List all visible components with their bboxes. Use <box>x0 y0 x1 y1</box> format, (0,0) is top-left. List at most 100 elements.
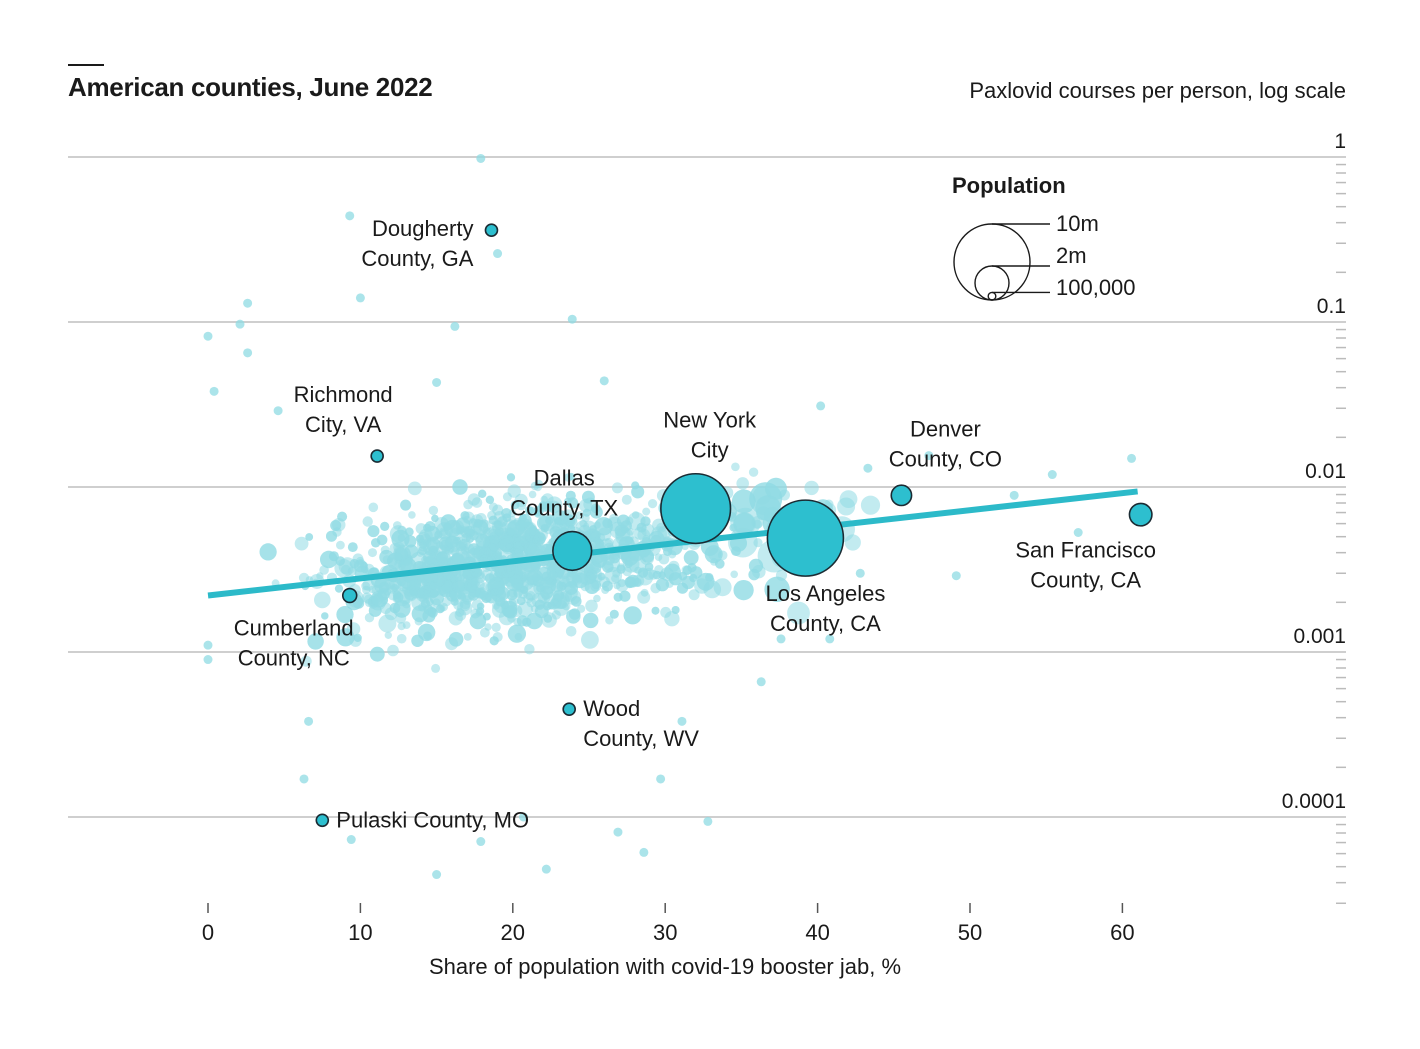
county-dot <box>660 606 672 618</box>
county-dot <box>404 535 417 548</box>
county-dot <box>411 634 424 647</box>
county-dot <box>626 574 640 588</box>
county-dot <box>624 559 633 569</box>
county-dot <box>525 506 534 515</box>
county-dot <box>567 472 575 481</box>
x-axis-label: Share of population with covid-19 booste… <box>428 954 902 979</box>
x-tick-label: 10 <box>348 920 372 945</box>
county-dot <box>804 480 819 496</box>
county-dot <box>616 564 626 574</box>
county-label: Dallas <box>534 466 595 491</box>
county-dot <box>549 526 562 539</box>
county-dot <box>415 534 424 543</box>
county-dot <box>528 490 537 499</box>
county-dot <box>243 348 253 358</box>
county-dot <box>1047 470 1057 480</box>
county-dot <box>565 626 577 637</box>
county-dot <box>335 556 345 566</box>
county-dot <box>438 536 454 551</box>
county-dot <box>623 606 642 625</box>
county-dot <box>469 612 487 630</box>
county-label: County, CA <box>1030 568 1141 593</box>
tick-layer: 1 0.1 0.01 0.001 0.0001 0 10 20 30 40 50 60 <box>202 130 1346 945</box>
county-marker-wood-county-wv <box>562 702 576 717</box>
county-dot <box>476 153 486 163</box>
county-marker-los-angeles-county-ca <box>766 499 845 577</box>
county-dot <box>1009 490 1019 500</box>
county-dot <box>336 540 345 550</box>
county-dot <box>533 532 546 545</box>
county-dot <box>449 588 462 601</box>
county-dot <box>576 520 590 534</box>
county-dot <box>473 520 489 536</box>
county-dot <box>452 479 468 495</box>
county-dot <box>346 835 356 845</box>
county-dot <box>408 511 416 519</box>
county-dot <box>353 597 365 609</box>
county-dot <box>494 527 504 536</box>
county-dot <box>776 634 786 644</box>
county-dot <box>299 774 309 784</box>
county-dot <box>426 537 441 552</box>
county-label: Richmond <box>294 382 393 407</box>
county-dot <box>432 870 442 880</box>
county-dot <box>259 543 277 561</box>
county-marker-pulaski-county-mo <box>315 813 330 828</box>
county-dot <box>476 837 486 847</box>
county-dot <box>621 494 632 505</box>
county-dot <box>367 525 380 538</box>
county-dot <box>407 481 422 496</box>
county-dot <box>314 591 331 609</box>
county-dot <box>404 544 419 559</box>
county-dot <box>347 542 358 552</box>
county-dot <box>655 578 670 592</box>
county-marker-richmond-city-va <box>370 449 384 463</box>
county-dot <box>652 570 662 580</box>
county-dot <box>502 492 512 502</box>
county-dot <box>423 585 431 594</box>
county-dot <box>581 631 599 649</box>
county-marker-san-francisco-county-ca <box>1128 502 1153 527</box>
county-dot <box>536 584 545 593</box>
legend-circle <box>987 291 997 301</box>
county-dot <box>540 524 549 533</box>
county-label: City, VA <box>305 412 382 437</box>
county-dot <box>733 512 755 535</box>
county-label: County, NC <box>238 646 350 671</box>
title-rule <box>68 64 104 66</box>
county-dot <box>336 606 354 624</box>
county-dot <box>541 864 551 874</box>
county-dot <box>704 545 723 564</box>
county-dot <box>617 514 630 528</box>
county-dot <box>495 563 507 575</box>
county-dot <box>490 588 499 596</box>
county-dot <box>203 655 213 665</box>
county-dot <box>369 646 385 662</box>
county-dot <box>594 517 613 536</box>
county-dot <box>524 644 535 655</box>
y-axis-label: Paxlovid courses per person, log scale <box>969 78 1346 103</box>
county-dot <box>638 567 649 578</box>
county-dot <box>448 632 464 647</box>
county-dot <box>951 571 961 581</box>
county-dot <box>380 521 390 532</box>
county-dot <box>203 640 213 650</box>
legend-circle <box>974 265 1010 301</box>
county-dot <box>450 597 459 606</box>
county-dot <box>617 578 626 588</box>
county-dot <box>564 581 578 595</box>
county-label: County, CO <box>889 446 1002 471</box>
county-dot <box>489 636 499 646</box>
county-dot <box>436 551 452 567</box>
county-dot <box>334 584 344 593</box>
county-dot <box>593 594 601 603</box>
county-dot <box>678 571 688 581</box>
county-dot <box>321 612 329 620</box>
chart-title: American counties, June 2022 <box>68 72 433 102</box>
county-dot <box>736 477 749 490</box>
x-tick-label: 50 <box>958 920 982 945</box>
y-tick-label: 0.1 <box>1317 295 1346 318</box>
county-dot <box>423 550 437 565</box>
county-dot <box>505 541 514 550</box>
county-dot <box>491 622 501 633</box>
